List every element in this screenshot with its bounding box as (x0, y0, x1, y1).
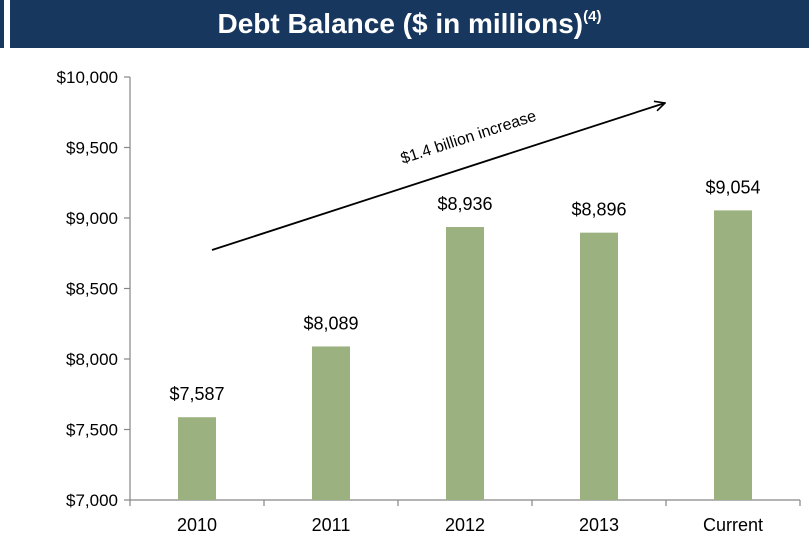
trend-annotation: $1.4 billion increase (211, 103, 665, 251)
y-tick-label: $9,500 (66, 139, 118, 158)
x-tick-label: 2011 (312, 515, 351, 535)
y-tick-label: $8,500 (66, 280, 118, 299)
bar (714, 210, 752, 501)
bar-value-label: $8,089 (303, 313, 358, 333)
chart-title-text: Debt Balance ($ in millions) (217, 8, 584, 39)
title-bar (10, 0, 809, 48)
trend-annotation-label: $1.4 billion increase (399, 108, 539, 168)
y-tick-label: $9,000 (66, 209, 118, 228)
x-tick-label: 2010 (177, 515, 217, 535)
bar (178, 417, 216, 500)
bar-value-label: $7,587 (169, 384, 224, 404)
bars (178, 210, 752, 501)
bar (580, 232, 618, 500)
y-tick-label: $8,000 (66, 350, 118, 369)
x-tick-label: Current (703, 515, 763, 535)
x-axis: 2010 2011 2012 2013 Current (129, 499, 801, 535)
bar (312, 346, 350, 500)
bar-value-label: $9,054 (705, 177, 760, 197)
x-tick-label: 2013 (579, 515, 619, 535)
bar-value-label: $8,896 (571, 200, 626, 220)
x-tick-label: 2012 (445, 515, 485, 535)
y-tick-label: $7,500 (66, 421, 118, 440)
trend-arrow (211, 103, 665, 251)
chart-title-footnote: (4) (583, 8, 602, 25)
title-bar-accent (0, 0, 4, 48)
y-axis: $7,000 $7,500 $8,000 $8,500 $9,000 $9,500 $10,… (57, 68, 131, 510)
bar (446, 227, 484, 501)
y-tick-label: $7,000 (66, 491, 118, 510)
data-labels: $7,587 $8,089 $8,936 $8,896 $9,054 (169, 177, 760, 404)
chart-title: Debt Balance ($ in millions)(4) (10, 0, 809, 48)
y-tick-label: $10,000 (57, 68, 118, 87)
bar-value-label: $8,936 (437, 194, 492, 214)
